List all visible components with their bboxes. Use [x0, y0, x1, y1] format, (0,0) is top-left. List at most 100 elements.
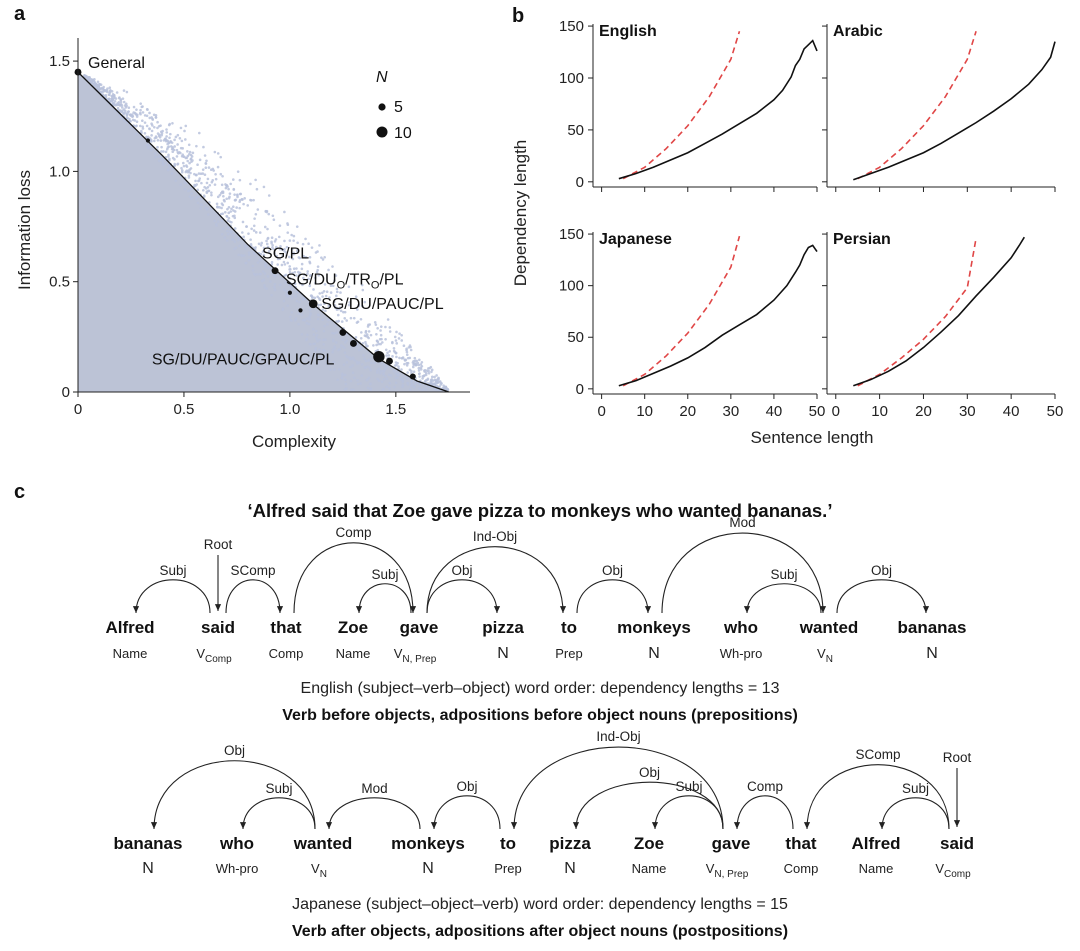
attested-system-dot [227, 211, 231, 215]
attested-system-dot [283, 210, 286, 214]
optimal-point [271, 267, 279, 275]
attested-system-dot [129, 119, 132, 123]
attested-system-dot [228, 195, 231, 199]
attested-system-dot [413, 362, 416, 365]
attested-system-dot [382, 377, 386, 381]
attested-system-dot [259, 272, 262, 276]
attested-system-dot [273, 286, 276, 290]
attested-system-dot [295, 267, 298, 270]
attested-system-dot [278, 247, 282, 251]
attested-system-dot [439, 381, 442, 384]
attested-system-dot [247, 253, 251, 256]
attested-system-dot [394, 381, 398, 385]
attested-system-dot [214, 177, 218, 181]
attested-system-dot [388, 381, 392, 385]
attested-system-dot [218, 206, 221, 209]
attested-system-dot [369, 333, 373, 337]
x-tick-label: 20 [915, 403, 932, 420]
attested-system-dot [401, 385, 404, 389]
word-token: gave [400, 618, 439, 637]
attested-system-dot [263, 286, 267, 289]
dependency-arc [426, 579, 501, 614]
attested-system-dot [439, 383, 443, 386]
attested-system-dot [392, 349, 396, 353]
attested-system-dot [298, 300, 301, 304]
attested-system-dot [391, 340, 394, 344]
attested-system-dot [141, 127, 145, 130]
attested-system-dot [369, 388, 373, 391]
attested-system-dot [333, 306, 337, 309]
attested-system-dot [363, 334, 367, 337]
attested-system-dot [186, 159, 189, 163]
attested-system-dot [164, 161, 168, 165]
attested-system-dot [210, 207, 213, 211]
attested-system-dot [357, 303, 361, 307]
japanese-caption: Japanese (subject–object–verb) word orde… [292, 896, 788, 913]
attested-system-dot [160, 133, 163, 137]
attested-system-dot [411, 365, 415, 369]
attested-system-dot [186, 189, 190, 193]
word-token: pizza [549, 834, 591, 853]
attested-system-dot [199, 203, 203, 206]
attested-system-dot [159, 139, 163, 142]
attested-system-dot [156, 138, 160, 142]
y-tick-label: 1.0 [49, 163, 70, 180]
attested-system-dot [314, 276, 317, 280]
attested-system-dot [225, 214, 229, 218]
attested-system-dot [252, 224, 256, 228]
attested-system-dot [309, 313, 312, 316]
attested-system-dot [160, 150, 163, 153]
attested-system-dot [104, 89, 108, 92]
attested-system-dot [324, 309, 327, 313]
attested-system-dot [292, 251, 295, 255]
dependency-arc [743, 583, 822, 614]
attested-system-dot [237, 253, 240, 257]
attested-system-dot [216, 220, 220, 223]
attested-system-dot [325, 362, 329, 366]
attested-system-dot [286, 261, 290, 265]
attested-system-dot [291, 271, 295, 275]
attested-system-dot [115, 91, 119, 94]
attested-system-dot [387, 354, 391, 357]
word-token: monkeys [617, 618, 691, 637]
attested-system-dot [132, 111, 136, 114]
attested-system-dot [259, 243, 263, 247]
attested-system-dot [394, 361, 398, 364]
attested-system-dot [337, 367, 341, 371]
attested-system-dot [262, 246, 266, 250]
attested-system-dot [343, 316, 347, 320]
attested-system-dot [312, 342, 315, 346]
attested-system-dot [202, 188, 205, 192]
attested-system-dot [120, 106, 124, 109]
attested-system-dot [389, 374, 393, 377]
attested-system-dot [395, 330, 398, 334]
attested-system-dot [125, 90, 129, 94]
word-token: said [940, 834, 974, 853]
attested-system-dot [178, 136, 182, 140]
attested-system-dot [241, 220, 245, 224]
attested-system-dot [143, 131, 147, 135]
attested-system-dot [398, 332, 401, 335]
attested-system-dot [337, 319, 341, 323]
attested-system-dot [198, 177, 202, 180]
legend-marker-5 [378, 103, 386, 111]
attested-system-dot [204, 162, 208, 165]
attested-system-dot [205, 191, 209, 195]
attested-system-dot [446, 387, 450, 391]
dependency-label: SComp [855, 747, 900, 762]
attested-system-dot [376, 377, 379, 381]
attested-system-dot [391, 355, 394, 358]
attested-system-dot [155, 136, 158, 139]
attested-system-dot [206, 177, 210, 181]
attested-system-dot [430, 368, 434, 372]
attested-system-dot [187, 169, 190, 173]
attested-system-dot [412, 359, 415, 363]
attested-system-dot [322, 343, 325, 346]
attested-system-dot [230, 220, 233, 224]
attested-system-dot [221, 212, 225, 216]
attested-system-dot [288, 268, 291, 271]
attested-system-dot [350, 388, 353, 391]
attested-system-dot [220, 206, 223, 210]
attested-system-dot [397, 365, 400, 368]
attested-system-dot [87, 78, 90, 81]
